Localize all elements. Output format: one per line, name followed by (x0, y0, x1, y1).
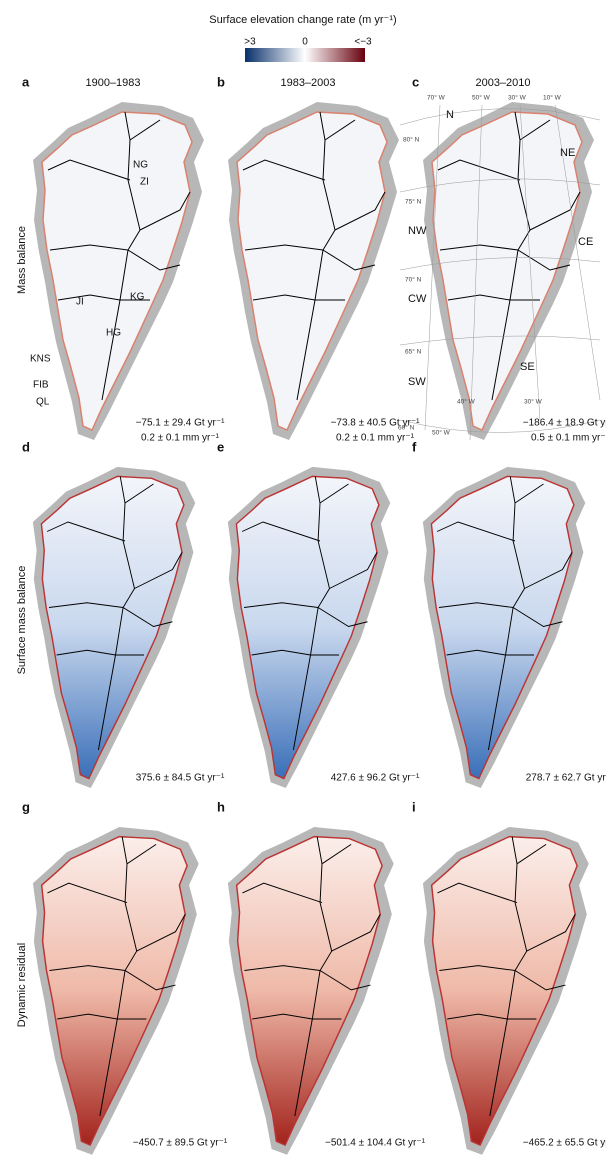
graticule-label: 60° N (398, 424, 415, 432)
colorbar-label: <−3 (354, 37, 372, 48)
mass-value: 427.6 ± 96.2 Gt yr⁻¹ (331, 773, 420, 784)
graticule-label: 75° N (405, 198, 422, 206)
glacier-label: KG (130, 292, 145, 303)
glacier-label: NG (133, 160, 148, 171)
graticule-label: 70° N (405, 276, 422, 284)
glacier-label: HG (106, 328, 121, 339)
map (32, 826, 199, 1155)
panel-letter: h (217, 799, 225, 814)
glacier-label: QL (36, 397, 50, 408)
map (227, 466, 391, 788)
mass-value: −501.4 ± 104.4 Gt yr⁻¹ (325, 1138, 426, 1149)
row-label: Dynamic residual (16, 943, 28, 1027)
row-label: Mass balance (16, 226, 28, 294)
period: 2003–2010 (475, 77, 530, 89)
mass-value: −450.7 ± 89.5 Gt yr⁻¹ (133, 1138, 228, 1149)
period: 1983–2003 (280, 77, 335, 89)
mass-value: −465.2 ± 65.5 Gt yr⁻¹ (523, 1138, 606, 1149)
graticule-label: 50° W (472, 94, 491, 102)
colorbar (245, 48, 365, 62)
graticule-label: 70° W (427, 94, 446, 102)
graticule-label: 80° N (403, 136, 420, 144)
region-label: SW (408, 376, 426, 388)
panel-letter: c (412, 74, 419, 89)
glacier-label: JI (76, 297, 84, 308)
graticule (399, 104, 601, 441)
map (32, 466, 196, 788)
colorbar-label: >3 (244, 37, 256, 48)
mass-value: −75.1 ± 29.4 Gt yr⁻¹ (136, 418, 226, 429)
panel-letter: f (412, 439, 417, 454)
mass-value: 278.7 ± 62.7 Gt yr⁻¹ (526, 773, 606, 784)
glacier-label: FIB (33, 380, 49, 391)
graticule-label: 10° W (543, 94, 562, 102)
mass-value: −73.8 ± 40.5 Gt yr⁻¹ (331, 418, 421, 429)
graticule-label: 30° W (524, 398, 543, 406)
row-label: Surface mass balance (16, 566, 28, 675)
mass-value: 0.2 ± 0.1 mm yr⁻¹ (141, 433, 220, 444)
glacier-label: ZI (140, 177, 149, 188)
colorbar-title: Surface elevation change rate (m yr⁻¹) (209, 14, 396, 26)
mass-value: 375.6 ± 84.5 Gt yr⁻¹ (136, 773, 225, 784)
map (227, 826, 394, 1155)
panel-letter: i (412, 799, 416, 814)
glacier-label: KNS (30, 354, 51, 365)
panel-letter: d (22, 439, 30, 454)
region-label: NW (408, 225, 427, 237)
panel-letter: g (22, 799, 30, 814)
region-label: CW (408, 293, 427, 305)
map (422, 826, 589, 1155)
mass-value: −186.4 ± 18.9 Gt yr⁻¹ (523, 418, 606, 429)
mass-value: 0.2 ± 0.1 mm yr⁻¹ (336, 433, 415, 444)
graticule-label: 30° W (508, 94, 527, 102)
graticule-label: 40° W (457, 398, 476, 406)
region-label: SE (520, 361, 535, 373)
map (422, 466, 586, 788)
map (228, 102, 399, 440)
graticule-label: 65° N (405, 348, 422, 356)
graticule-label: 50° W (432, 429, 451, 437)
panel-letter: a (22, 74, 30, 89)
mass-value: 0.5 ± 0.1 mm yr⁻¹ (531, 433, 606, 444)
region-label: NE (560, 147, 575, 159)
colorbar-label: 0 (302, 37, 308, 48)
panel-letter: b (217, 74, 225, 89)
period: 1900–1983 (85, 77, 140, 89)
region-label: CE (578, 236, 593, 248)
map (33, 102, 204, 440)
panel-letter: e (217, 439, 224, 454)
region-label: N (446, 109, 454, 121)
